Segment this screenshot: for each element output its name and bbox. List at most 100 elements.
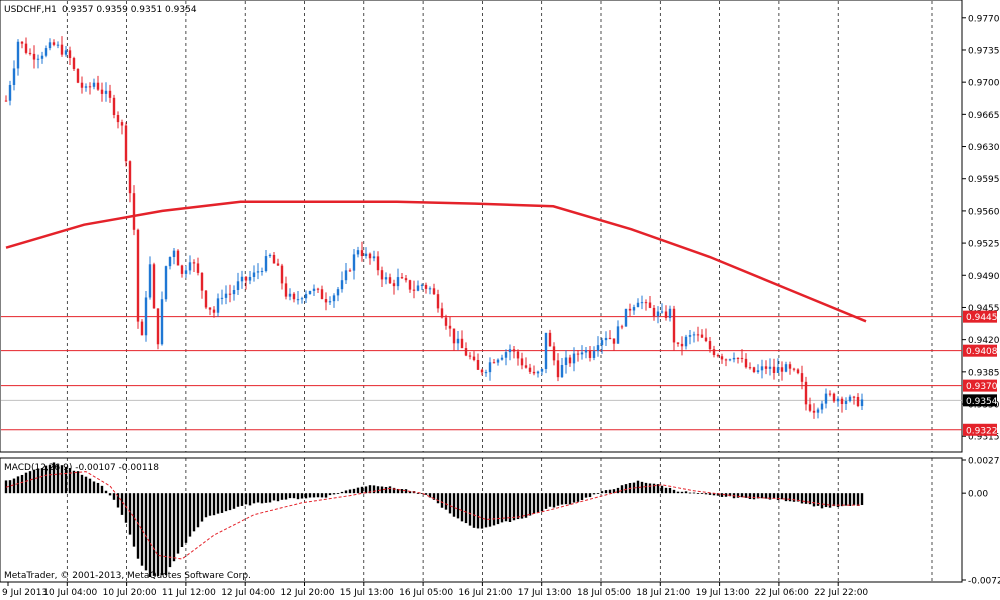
candle-body	[572, 353, 576, 364]
candle-body	[384, 277, 388, 280]
macd-bar	[544, 493, 548, 509]
macd-bar	[844, 493, 848, 506]
candle-body	[172, 250, 176, 258]
candle-body	[516, 351, 520, 359]
macd-bar	[88, 478, 92, 494]
macd-bar	[512, 493, 516, 521]
macd-bar	[568, 493, 572, 505]
y-tick-label: 0.9735	[968, 46, 1000, 56]
macd-bar	[736, 493, 740, 498]
candle-body	[308, 290, 312, 295]
macd-bar	[704, 493, 708, 495]
macd-bar	[168, 493, 172, 568]
macd-bar	[52, 462, 56, 494]
macd-bar	[552, 493, 556, 508]
macd-bar	[828, 493, 832, 508]
y-tick-label: 0.9630	[968, 143, 1000, 153]
macd-bar	[348, 489, 352, 494]
macd-bar	[100, 485, 104, 494]
macd-bar	[584, 493, 588, 498]
y-tick-label: 0.9700	[968, 79, 1000, 89]
macd-bar	[416, 493, 420, 494]
macd-bar	[524, 493, 528, 518]
candle-body	[356, 250, 360, 255]
macd-bar	[216, 493, 220, 514]
candle-body	[600, 340, 604, 346]
candle-body	[336, 289, 340, 296]
macd-bar	[744, 493, 748, 498]
candle-body	[292, 293, 296, 300]
macd-bar	[680, 491, 684, 494]
candle-body	[376, 256, 380, 271]
candle-body	[776, 367, 780, 373]
candle-body	[788, 364, 792, 369]
macd-bar	[496, 493, 500, 525]
candle-body	[520, 358, 524, 366]
macd-bar	[344, 490, 348, 494]
macd-bar	[180, 493, 184, 548]
macd-bar	[740, 493, 744, 498]
candle-body	[732, 357, 736, 360]
macd-bar	[840, 493, 844, 507]
candle-body	[204, 290, 208, 308]
candle-body	[352, 254, 356, 271]
macd-bar	[272, 493, 276, 501]
main-chart-frame[interactable]	[0, 0, 963, 453]
macd-bar	[508, 493, 512, 523]
y-tick-label: 0.9560	[968, 207, 1000, 217]
candle-body	[548, 332, 552, 347]
macd-bar	[124, 493, 128, 523]
macd-bar	[816, 493, 820, 506]
y-tick-label: 0.9595	[968, 175, 1000, 185]
candle-body	[540, 368, 544, 372]
macd-bar	[372, 485, 376, 494]
macd-bar	[756, 493, 760, 499]
macd-bar	[44, 465, 48, 494]
macd-bar	[788, 493, 792, 502]
candle-body	[156, 308, 160, 345]
macd-bar	[284, 493, 288, 500]
candle-body	[500, 357, 504, 360]
macd-bar	[380, 486, 384, 494]
candle-body	[508, 349, 512, 353]
macd-bar	[436, 493, 440, 504]
macd-bar	[760, 493, 764, 499]
candle-body	[440, 308, 444, 318]
candle-body	[28, 52, 32, 54]
candle-body	[496, 359, 500, 363]
level-tag-label: 0.9354	[966, 397, 998, 407]
candle-body	[100, 89, 104, 94]
macd-bar	[660, 485, 664, 494]
candle-body	[120, 122, 124, 126]
candle-body	[340, 280, 344, 290]
candle-body	[472, 356, 476, 360]
macd-bar	[520, 493, 524, 519]
macd-bar	[820, 493, 824, 509]
candle-body	[396, 277, 400, 287]
candle-body	[556, 360, 560, 378]
macd-bar	[128, 493, 132, 535]
macd-bar	[592, 493, 596, 495]
macd-bar	[440, 493, 444, 508]
macd-bar	[368, 485, 372, 494]
macd-bar	[28, 471, 32, 494]
candle-body	[88, 86, 92, 88]
macd-bar	[352, 488, 356, 494]
macd-bar	[408, 491, 412, 494]
macd-bar	[188, 493, 192, 537]
candle-body	[104, 90, 108, 94]
candle-body	[428, 288, 432, 290]
candle-body	[740, 357, 744, 359]
macd-bar	[140, 493, 144, 566]
candle-body	[432, 288, 436, 295]
candle-body	[676, 342, 680, 344]
x-tick-label: 22 Jul 06:00	[755, 588, 809, 598]
candle-body	[164, 266, 168, 300]
candle-body	[528, 367, 532, 372]
candle-body	[596, 345, 600, 352]
macd-bar	[104, 490, 108, 494]
macd-bar	[308, 493, 312, 498]
y-tick-label: 0.9525	[968, 240, 1000, 250]
macd-bar	[480, 493, 484, 529]
